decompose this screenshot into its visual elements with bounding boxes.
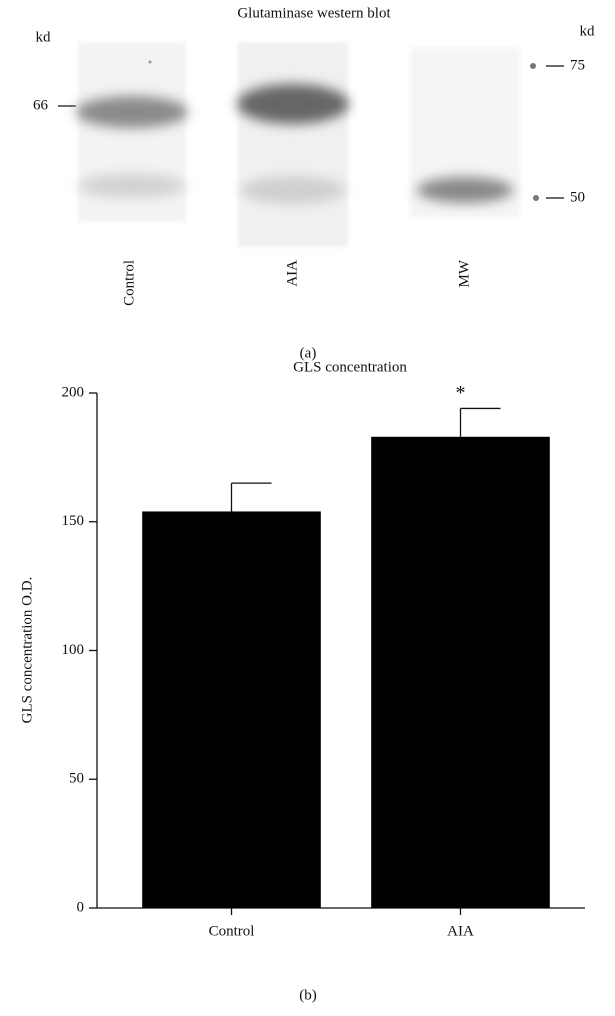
blot-title: Glutaminase western blot xyxy=(237,5,391,21)
lane-label: MW xyxy=(456,259,472,287)
significance-marker: * xyxy=(456,382,466,404)
marker-label: 66 xyxy=(33,97,49,113)
y-tick-label: 200 xyxy=(62,384,85,400)
unit-left: kd xyxy=(36,29,52,45)
blot-panel: Glutaminase western blot kd kd 66 75 50 … xyxy=(33,5,595,361)
bar-chart: GLS concentration GLS concentration O.D.… xyxy=(19,359,585,1003)
x-tick-label: AIA xyxy=(447,923,474,939)
lane-label: AIA xyxy=(284,260,300,287)
x-tick-label: Control xyxy=(209,923,255,939)
y-tick-label: 100 xyxy=(62,642,85,658)
blot-image xyxy=(76,42,539,247)
y-tick-label: 150 xyxy=(62,513,85,529)
panel-label: (b) xyxy=(299,987,317,1003)
y-tick-label: 50 xyxy=(69,771,84,787)
y-tick-label: 0 xyxy=(77,899,85,915)
marker-label: 50 xyxy=(570,189,585,205)
figure: Glutaminase western blot kd kd 66 75 50 … xyxy=(0,0,615,1016)
unit-right: kd xyxy=(580,23,596,39)
chart-title: GLS concentration xyxy=(293,359,407,375)
bar xyxy=(142,511,321,908)
marker-label: 75 xyxy=(570,57,585,73)
lane-label: Control xyxy=(121,260,137,306)
bar xyxy=(371,437,550,908)
y-axis-label: GLS concentration O.D. xyxy=(19,577,35,724)
